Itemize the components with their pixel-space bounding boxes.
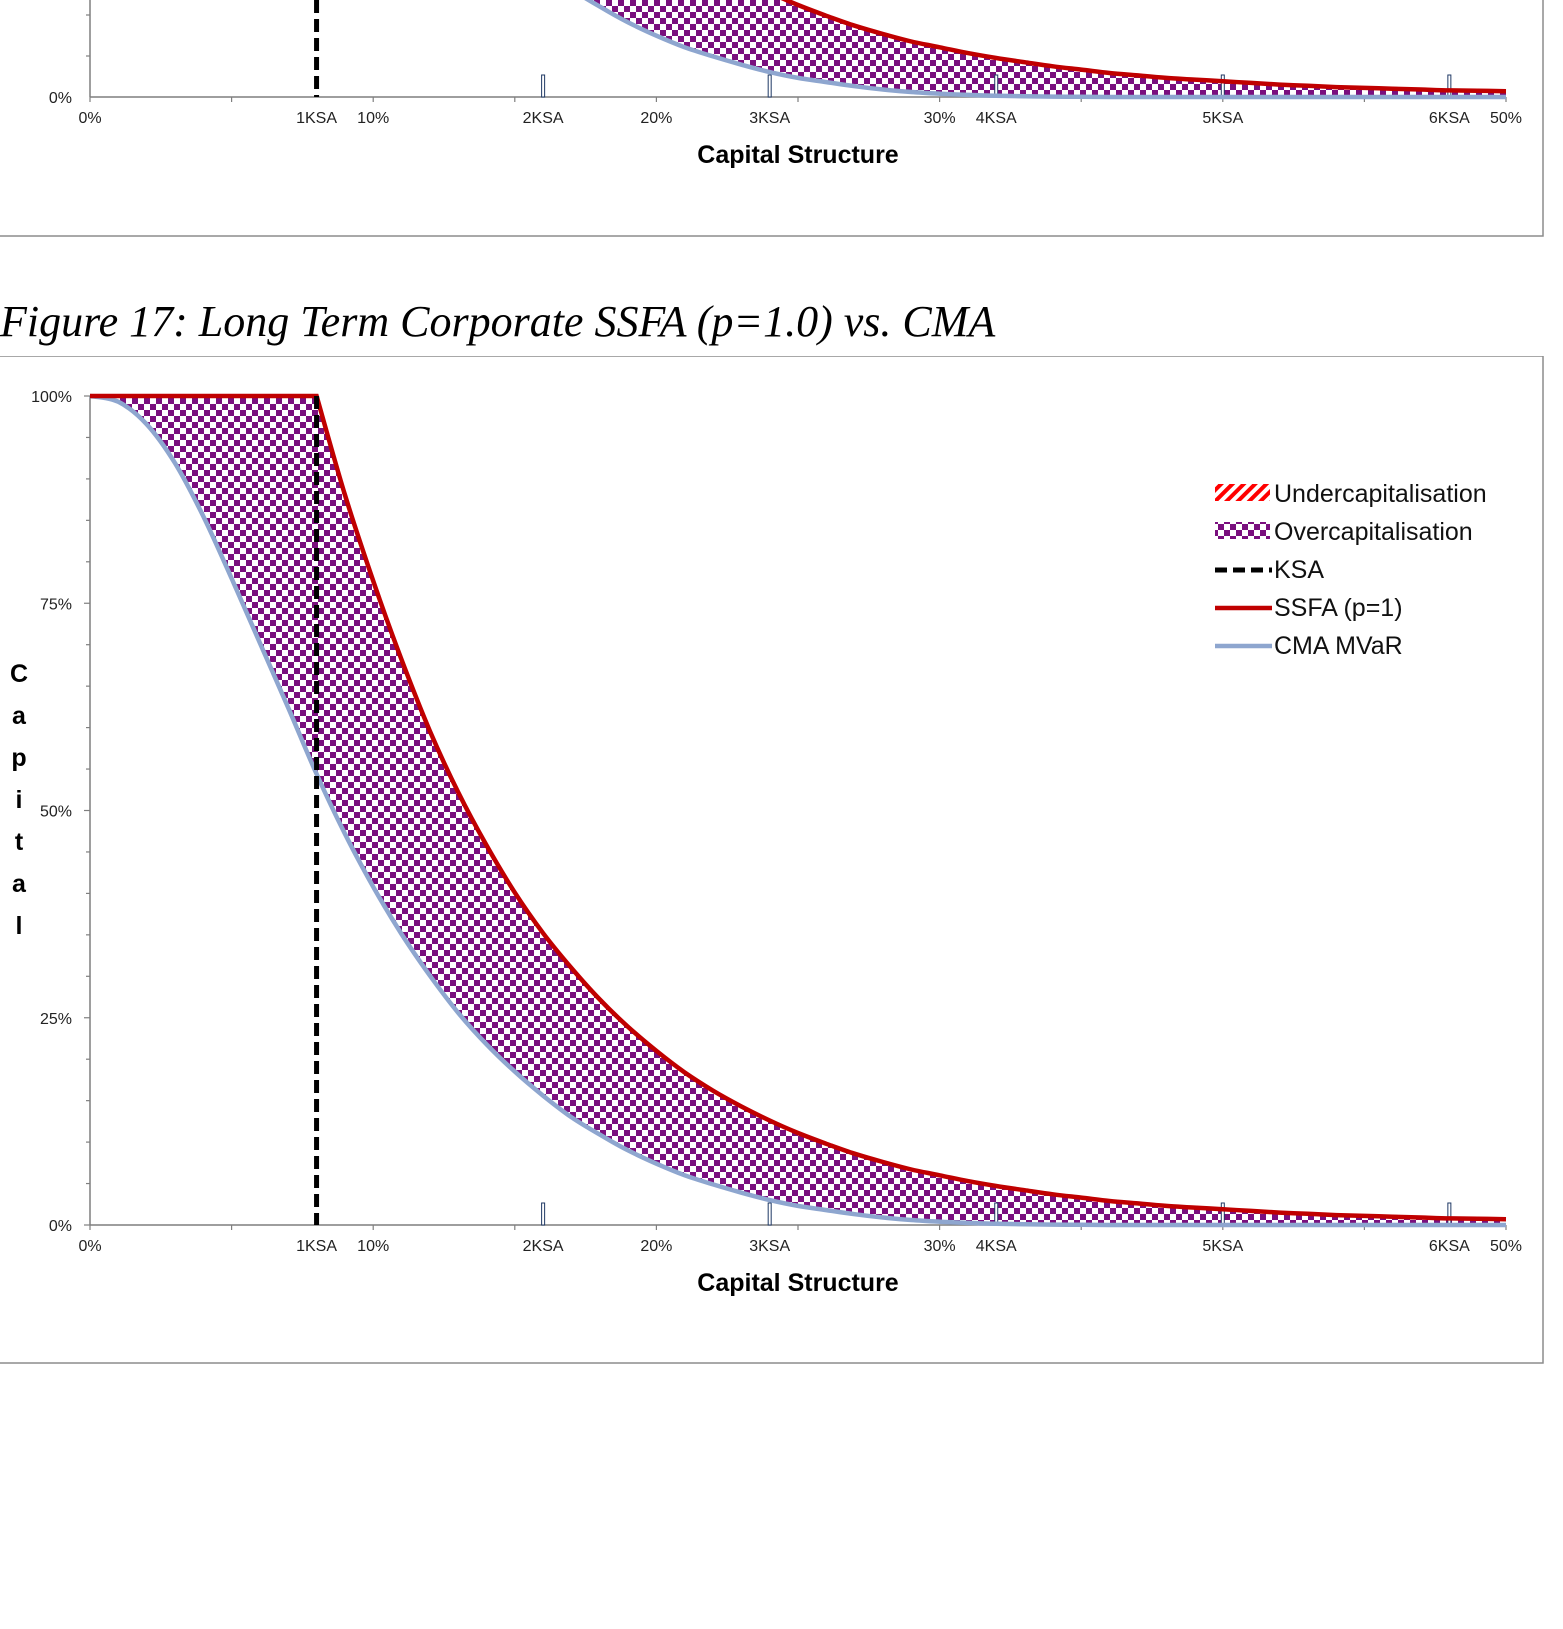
x-tick-label: 6KSA <box>1429 1238 1470 1255</box>
y-tick-label: 75% <box>40 596 72 613</box>
top-y-tick-0: 0% <box>49 90 72 107</box>
legend-ksa-label: KSA <box>1274 556 1324 584</box>
top-chart: 0% 0% 1KSA 10% 2KSA 20% 3KSA 30% 4KSA 5KSA 6KSA 50… <box>0 0 1544 237</box>
x-tick-label: 0% <box>78 1238 101 1255</box>
x-tick-label: 2KSA <box>523 1238 564 1255</box>
x-tick-label: 30% <box>924 1238 956 1255</box>
y-axis-title: Capital <box>10 660 28 940</box>
y-axis-title-letter: l <box>16 912 23 940</box>
top-ksa-markers <box>541 74 1452 98</box>
top-x-tick-label: 50% <box>1490 110 1522 127</box>
y-tick-label: 50% <box>40 804 72 821</box>
top-x-tick-label: 6KSA <box>1429 110 1470 127</box>
y-tick-label: 0% <box>49 1218 72 1235</box>
top-ksa-multiple-marker <box>1447 74 1452 98</box>
x-tick-label: 5KSA <box>1202 1238 1243 1255</box>
top-x-tick-label: 0% <box>78 110 101 127</box>
x-tick-label: 4KSA <box>976 1238 1017 1255</box>
y-axis-title-letter: i <box>16 786 23 814</box>
x-tick-label: 10% <box>357 1238 389 1255</box>
y-axis-title-letter: a <box>12 870 27 898</box>
ksa-multiple-marker <box>541 1202 546 1226</box>
top-ksa-multiple-marker <box>1220 74 1225 98</box>
main-chart-frame <box>0 356 1544 1364</box>
x-tick-label: 1KSA <box>296 1238 337 1255</box>
top-x-tick-label: 3KSA <box>749 110 790 127</box>
y-axis-ticks <box>84 395 90 1226</box>
ksa-multiple-markers <box>541 1202 1452 1226</box>
ssfa-line <box>90 393 1507 1222</box>
top-x-tick-label: 1KSA <box>296 110 337 127</box>
top-x-tick-labels: 0% 1KSA 10% 2KSA 20% 3KSA 30% 4KSA 5KSA 6KSA 50% <box>78 110 1522 127</box>
overcapitalisation-area <box>90 396 1506 1225</box>
ksa-multiple-marker <box>1447 1202 1452 1226</box>
top-x-tick-label: 10% <box>357 110 389 127</box>
y-axis-title-letter: t <box>15 828 24 856</box>
cma-mvar-line <box>89 393 1506 1228</box>
y-axis-title-letter: C <box>10 660 28 688</box>
y-axis-title-letter: a <box>12 702 27 730</box>
ksa-multiple-marker <box>1220 1202 1225 1226</box>
y-tick-label: 25% <box>40 1011 72 1028</box>
legend-overcap-swatch <box>1215 522 1270 539</box>
figure-caption: Figure 17: Long Term Corporate SSFA (p=1… <box>0 297 996 346</box>
legend-overcap-label: Overcapitalisation <box>1274 518 1473 546</box>
top-ssfa-line <box>780 0 1507 94</box>
top-overcap-area <box>588 0 1506 97</box>
main-chart: 0% 25% 50% 75% 100% 0% 1KSA 10% 2KSA 20% 3KSA 30% 4… <box>0 356 1544 1364</box>
x-tick-labels: 0% 1KSA 10% 2KSA 20% 3KSA 30% 4KSA 5KSA 6KSA 50% <box>78 1238 1522 1255</box>
top-x-tick-label: 2KSA <box>523 110 564 127</box>
x-axis-title: Capital Structure <box>697 1269 899 1297</box>
y-tick-labels: 0% 25% 50% 75% 100% <box>31 389 72 1235</box>
legend-undercap-label: Undercapitalisation <box>1274 480 1487 508</box>
top-ksa-multiple-marker <box>767 74 772 98</box>
top-chart-frame <box>0 0 1544 237</box>
x-tick-label: 20% <box>640 1238 672 1255</box>
x-tick-label: 50% <box>1490 1238 1522 1255</box>
top-ksa-multiple-marker <box>541 74 546 98</box>
top-x-tick-label: 4KSA <box>976 110 1017 127</box>
top-x-axis-title: Capital Structure <box>697 141 899 169</box>
legend-cma-label: CMA MVaR <box>1274 632 1403 660</box>
top-x-tick-label: 30% <box>924 110 956 127</box>
x-tick-label: 3KSA <box>749 1238 790 1255</box>
top-x-tick-label: 20% <box>640 110 672 127</box>
ksa-multiple-marker <box>767 1202 772 1226</box>
legend-undercap-swatch <box>1215 484 1270 501</box>
top-x-tick-label: 5KSA <box>1202 110 1243 127</box>
y-tick-label: 100% <box>31 389 72 406</box>
y-axis-title-letter: p <box>11 744 26 772</box>
legend-ssfa-label: SSFA (p=1) <box>1274 594 1403 622</box>
top-cma-line <box>584 0 1506 100</box>
legend: Undercapitalisation Overcapitalisation K… <box>1215 480 1487 660</box>
